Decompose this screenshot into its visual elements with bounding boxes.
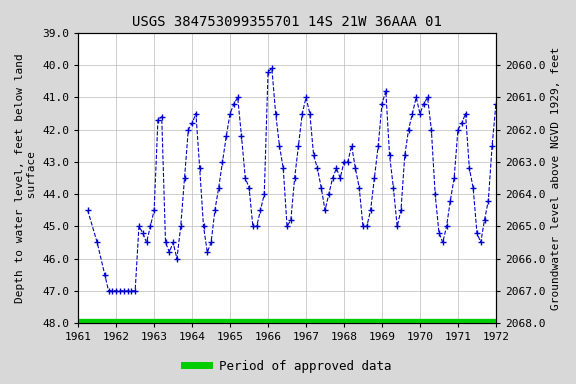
Y-axis label: Depth to water level, feet below land
 surface: Depth to water level, feet below land su… <box>15 53 37 303</box>
Legend: Period of approved data: Period of approved data <box>179 355 397 378</box>
Title: USGS 384753099355701 14S 21W 36AAA 01: USGS 384753099355701 14S 21W 36AAA 01 <box>132 15 442 29</box>
Y-axis label: Groundwater level above NGVD 1929, feet: Groundwater level above NGVD 1929, feet <box>551 46 561 310</box>
